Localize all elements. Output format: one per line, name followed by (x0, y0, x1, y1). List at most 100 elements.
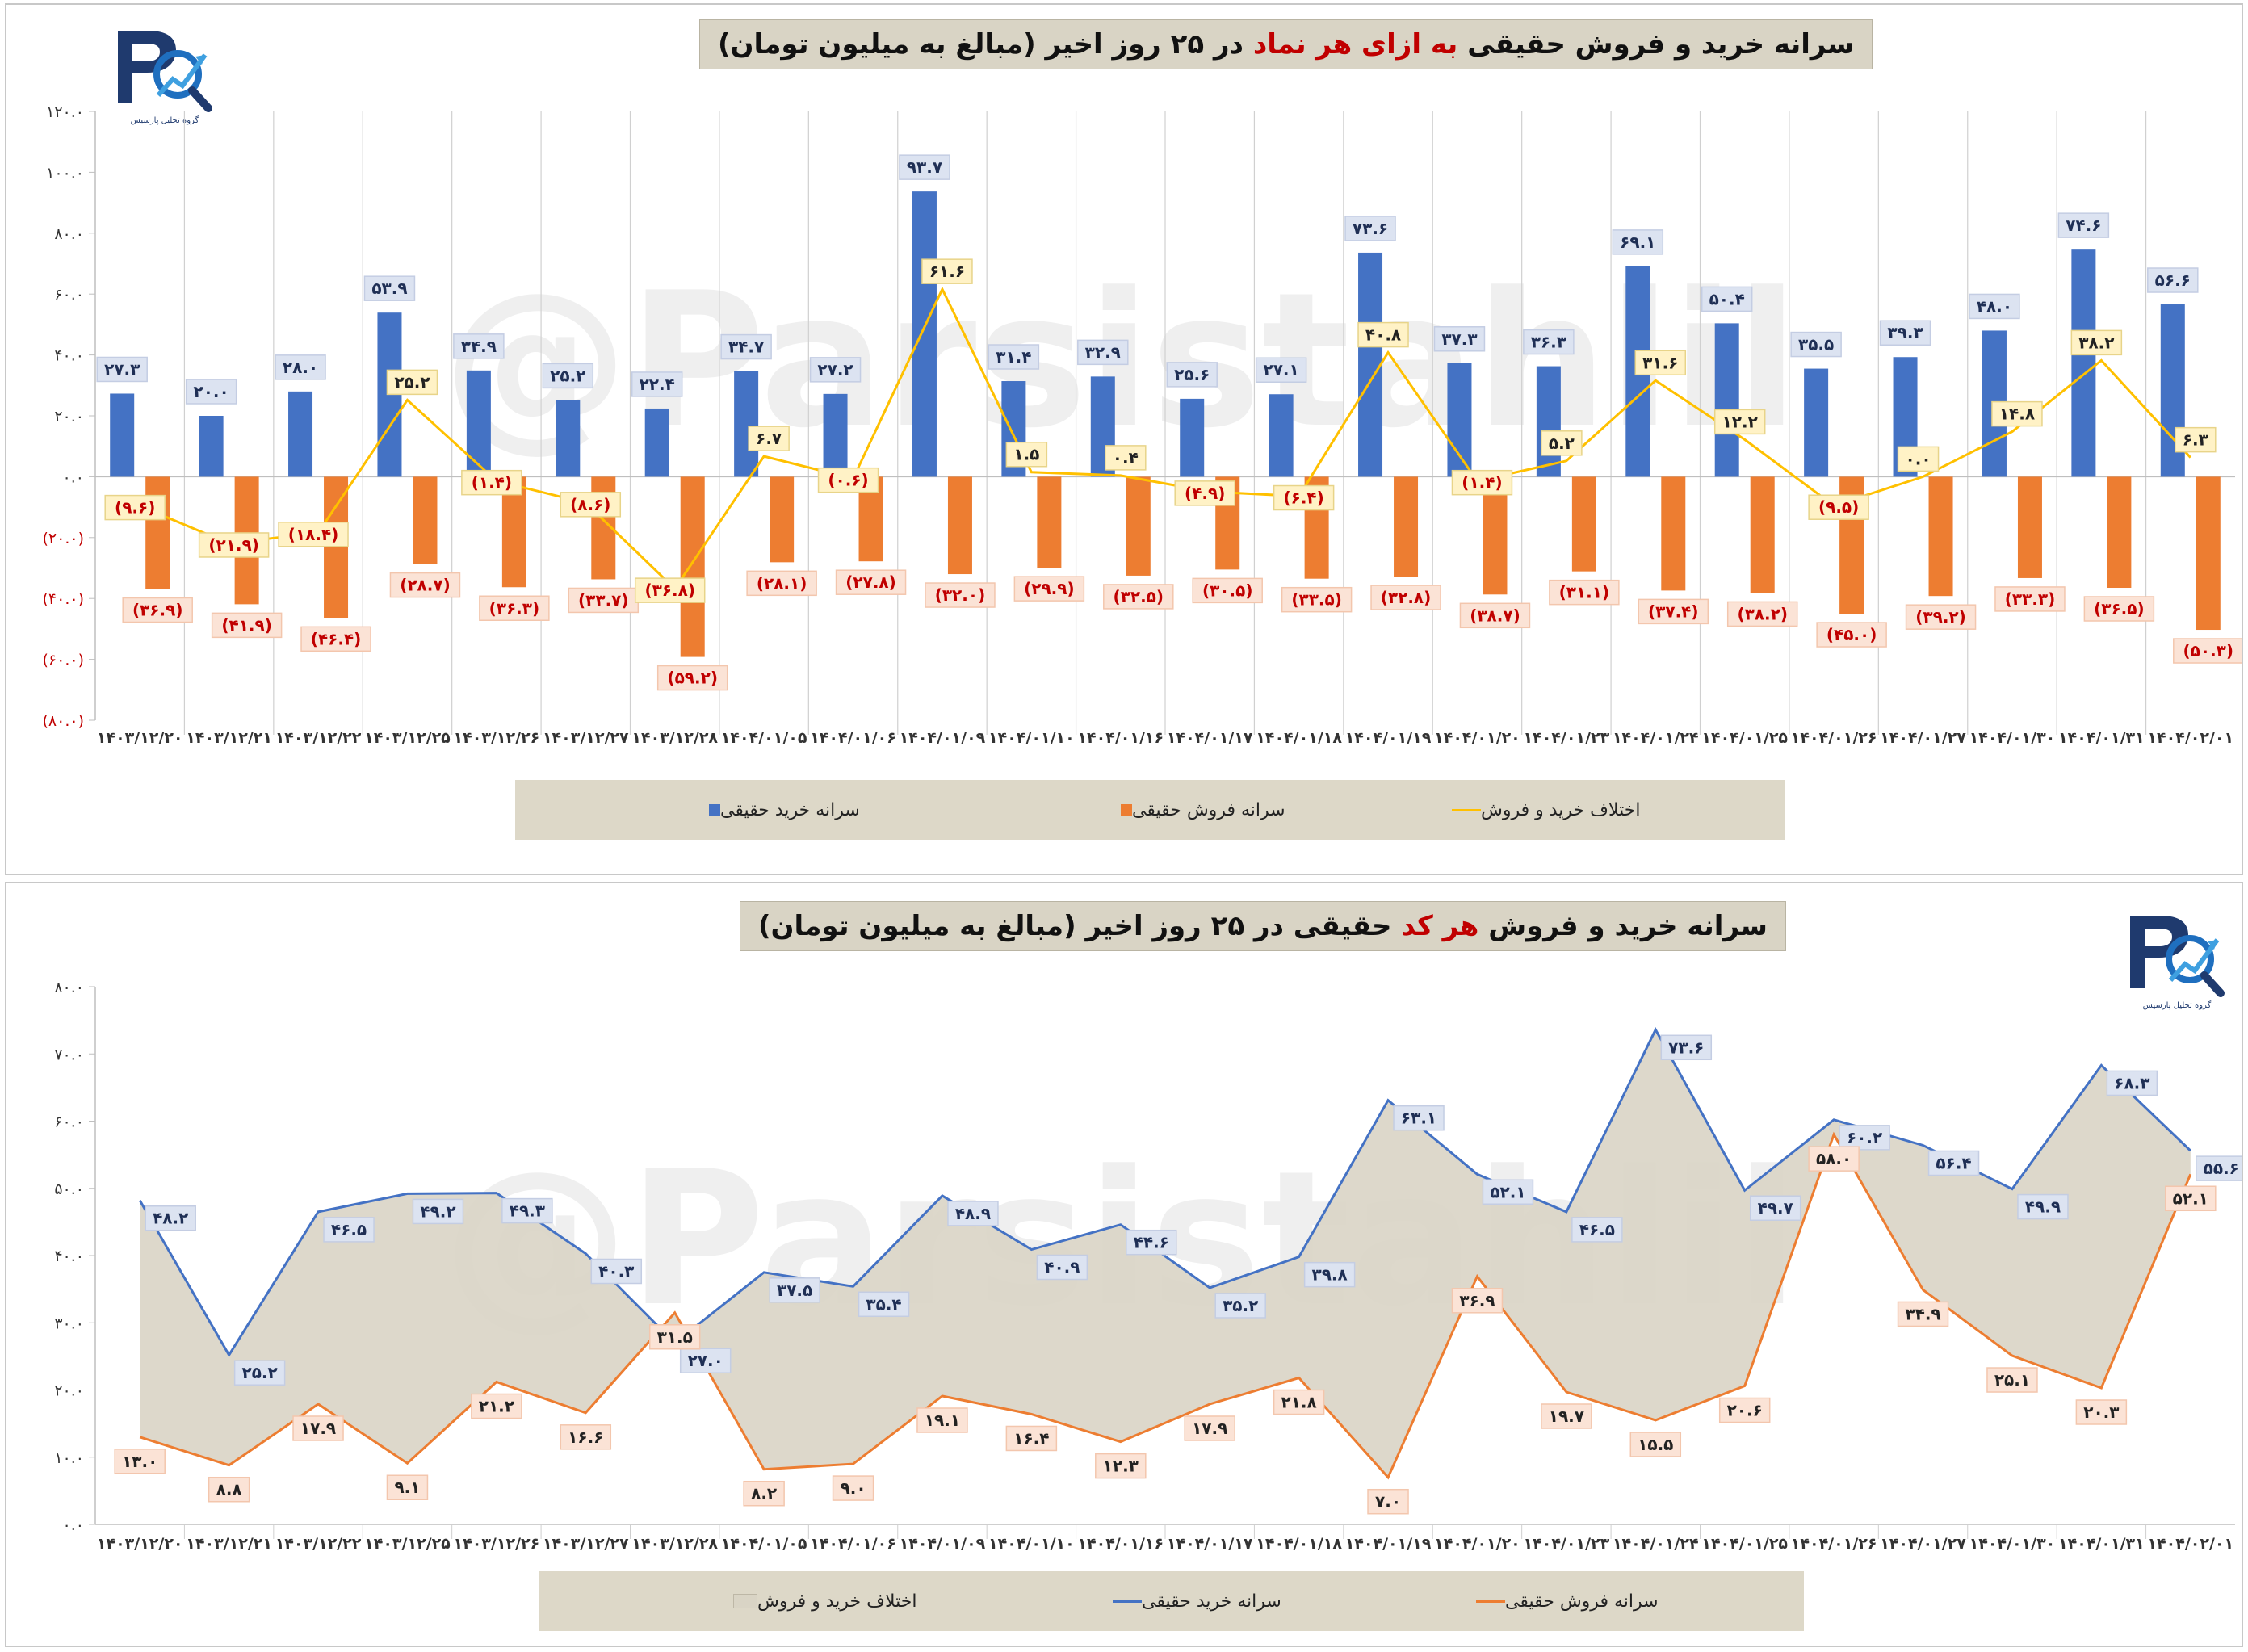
data-label-buy-box (899, 154, 950, 180)
data-label-diff-box (1634, 350, 1687, 376)
data-label-area-sell: ۱۳.۰ (114, 1449, 166, 1474)
data-label-buy-text: ۲۰.۰ (194, 382, 229, 401)
data-label-area-sell: ۵۸.۰ (1808, 1146, 1860, 1172)
data-label-area-buy-text: ۵۵.۶ (2204, 1159, 2239, 1178)
bar-sell (2196, 476, 2221, 631)
data-label-area-sell: ۵۲.۱ (2165, 1185, 2217, 1212)
data-label-diff-box (104, 494, 166, 521)
data-label-diff-text: ۳۸.۲ (2078, 333, 2114, 352)
data-label-buy-text: ۳۶.۳ (1531, 333, 1566, 352)
data-label-area-buy-box (145, 1205, 196, 1231)
data-label-area-buy-box (2106, 1070, 2158, 1096)
data-label-buy: ۳۴.۷ (720, 333, 772, 360)
data-label-buy-text: ۳۴.۷ (728, 338, 764, 357)
legend-label-sell: سرانه فروش حقیقی (1132, 799, 1285, 820)
data-label-sell-box (479, 595, 550, 622)
title2-part-3: حقیقی در ۲۵ روز اخیر (مبالغ به میلیون تو… (758, 910, 1402, 942)
data-label-diff-text: ۰.۴ (1113, 448, 1139, 468)
data-label-buy-text: ۳۲.۹ (1085, 342, 1121, 362)
x-tick-label: ۱۴۰۳/۱۲/۲۰ (97, 729, 183, 747)
data-label-sell: (۴۱.۹) (211, 612, 283, 639)
data-label-area-sell-box (471, 1393, 522, 1419)
data-label-buy: ۲۷.۲ (809, 357, 862, 383)
data-label-sell: (۳۲.۰) (925, 582, 996, 608)
legend-label-buy: سرانه خرید حقیقی (720, 799, 860, 820)
bar-buy (288, 391, 313, 477)
data-label-diff-box (1808, 494, 1869, 520)
data-label-buy-text: ۲۵.۲ (550, 366, 585, 385)
data-label-buy-box (1612, 229, 1664, 255)
data-label-buy-text: ۲۸.۰ (283, 358, 318, 377)
data-label-buy: ۲۰.۰ (185, 379, 237, 405)
data-label-area-sell-box (1367, 1488, 1409, 1515)
x-tick-label-2: ۱۴۰۴/۰۱/۱۶ (1077, 1535, 1164, 1553)
data-label-buy-text: ۳۷.۳ (1441, 329, 1477, 349)
data-label-area-sell: ۳۶.۹ (1451, 1288, 1504, 1314)
data-label-diff-box (461, 469, 522, 496)
data-label-sell-text: (۳۲.۸) (1381, 588, 1432, 607)
data-label-diff: (۱.۴) (1451, 469, 1513, 496)
data-label-sell-text: (۳۷.۴) (1648, 602, 1699, 621)
data-label-area-buy: ۳۵.۴ (858, 1291, 910, 1318)
data-label-area-sell-box (292, 1415, 344, 1441)
data-label-area-sell-text: ۳۱.۵ (657, 1327, 693, 1347)
legend-label-diff: اختلاف خرید و فروش (1481, 799, 1641, 820)
data-label-area-buy-text: ۴۴.۶ (1134, 1233, 1169, 1252)
data-label-sell-text: (۳۳.۳) (2005, 589, 2056, 609)
x-tick-label-2: ۱۴۰۳/۱۲/۲۸ (631, 1535, 718, 1553)
data-label-diff-text: ۰.۰ (1906, 449, 1931, 468)
data-label-sell-text: (۳۹.۲) (1915, 607, 1966, 627)
data-label-sell: (۳۶.۳) (479, 595, 550, 622)
data-label-area-buy-text: ۶۰.۲ (1847, 1128, 1882, 1147)
data-label-buy-box (1701, 286, 1753, 312)
data-label-area-buy: ۶۰.۲ (1839, 1125, 1890, 1151)
y-tick-label-2: ۷۰.۰ (54, 1046, 84, 1063)
x-tick-label: ۱۴۰۴/۰۱/۲۳ (1524, 729, 1610, 747)
legend-per-symbol: سرانه خرید حقیقی سرانه فروش حقیقی اختلاف… (515, 780, 1785, 840)
legend-swatch-area-sell (1476, 1600, 1505, 1603)
data-label-sell-text: (۳۰.۵) (1202, 581, 1253, 600)
data-label-sell-text: (۳۲.۰) (935, 585, 986, 605)
data-label-sell-text: (۲۸.۱) (757, 573, 807, 593)
data-label-buy: ۲۷.۳ (96, 356, 148, 383)
data-label-area-sell: ۱۷.۹ (1184, 1415, 1235, 1441)
data-label-diff: ۱۲.۲ (1713, 409, 1766, 435)
data-label-diff: ۰.۴ (1105, 445, 1147, 471)
data-label-buy: ۶۹.۱ (1612, 229, 1664, 255)
y-tick-label-2: ۵۰.۰ (54, 1180, 84, 1198)
data-label-diff-box (634, 577, 706, 603)
legend-item-diff: اختلاف خرید و فروش (1444, 780, 1640, 840)
legend-item-area-sell: سرانه فروش حقیقی (1468, 1571, 1659, 1631)
data-label-sell: (۳۸.۲) (1726, 601, 1798, 627)
data-label-area-buy-text: ۷۳.۶ (1668, 1038, 1704, 1057)
data-label-sell-text: (۳۱.۱) (1559, 583, 1610, 602)
data-label-sell-box (1459, 602, 1531, 629)
data-label-area-sell-text: ۱۵.۵ (1638, 1435, 1673, 1454)
bar-buy (1180, 398, 1205, 477)
data-label-area-sell: ۱۶.۴ (1005, 1425, 1058, 1452)
data-label-area-buy: ۲۷.۰ (679, 1348, 732, 1373)
data-label-area-buy-box (1749, 1195, 1801, 1221)
y-tick-label: ۶۰.۰ (54, 286, 84, 304)
x-tick-label-2: ۱۴۰۴/۰۱/۱۷ (1167, 1535, 1253, 1553)
data-label-sell-box (746, 570, 817, 597)
growth-arrow-logo-icon-2: گروه تحلیل پارسیس (2130, 916, 2225, 1010)
data-label-area-buy-text: ۴۰.۳ (598, 1262, 634, 1281)
x-tick-label: ۱۴۰۴/۰۱/۲۵ (1701, 729, 1788, 747)
bar-sell (947, 476, 972, 575)
data-label-sell-box (1905, 604, 1977, 630)
data-label-diff-text: ۱.۵ (1013, 445, 1039, 464)
data-label-area-sell-box (1808, 1146, 1860, 1172)
legend-swatch-area-buy (1113, 1600, 1142, 1603)
data-label-area-sell: ۲۱.۲ (471, 1393, 522, 1419)
data-label-buy-text: ۳۹.۳ (1887, 323, 1923, 342)
data-label-area-sell: ۲۰.۶ (1718, 1397, 1771, 1423)
x-tick-label-2: ۱۴۰۴/۰۱/۱۰ (988, 1535, 1075, 1553)
data-label-diff: ۲۵.۲ (386, 369, 438, 396)
data-label-area-sell: ۱۷.۹ (292, 1415, 344, 1441)
data-label-diff-text: (۲۱.۹) (208, 535, 259, 555)
data-label-diff: (۹.۵) (1808, 494, 1869, 520)
bar-buy (110, 393, 135, 477)
y-tick-label-2: ۰.۰ (63, 1516, 84, 1534)
data-label-sell-text: (۳۶.۳) (489, 598, 540, 618)
